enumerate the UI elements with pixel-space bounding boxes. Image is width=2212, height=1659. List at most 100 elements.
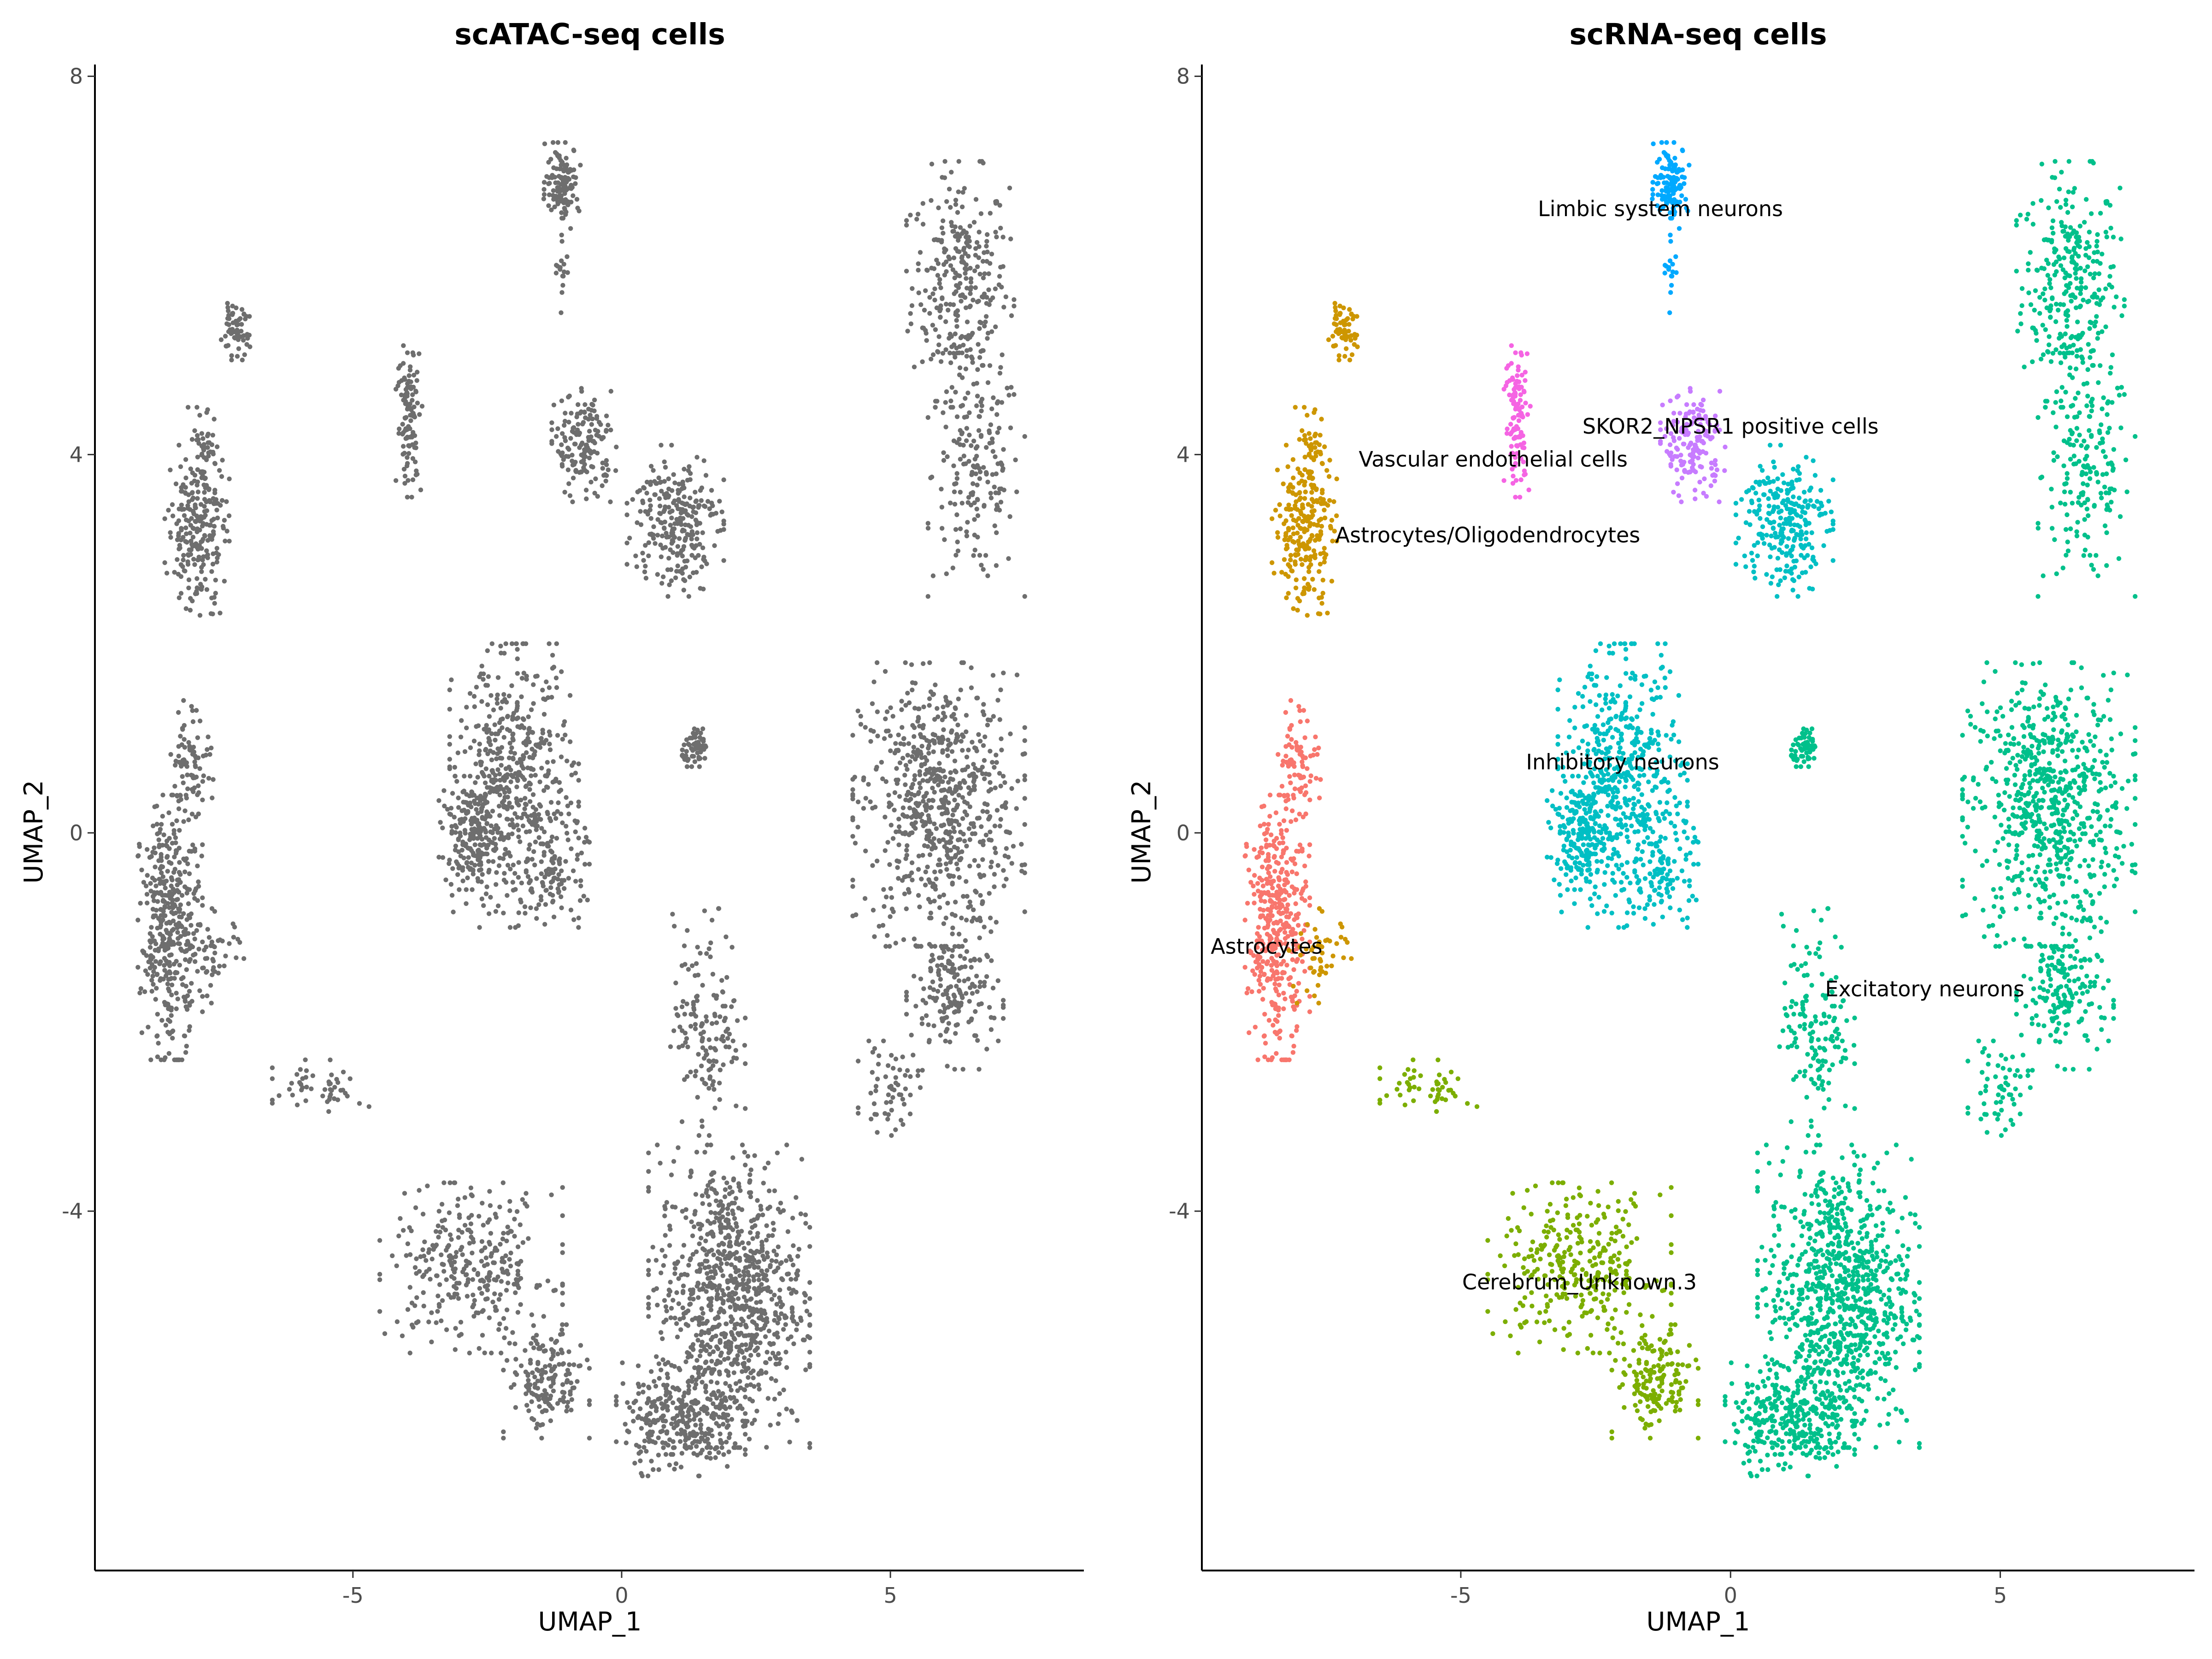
scatac-cell-point [930, 785, 935, 791]
scatac-cell-point [512, 1370, 518, 1375]
scatac-cell-point [735, 1235, 740, 1241]
scatac-cell-point [177, 941, 182, 947]
scatac-cell-point [699, 1430, 704, 1435]
scatac-cell-point [606, 423, 611, 428]
scatac-cell-point [921, 986, 926, 991]
scatac-cell-point [927, 852, 933, 857]
scatac-cell-point [718, 1296, 724, 1301]
scatac-cell-point [560, 820, 565, 825]
scatac-cell-point [444, 1247, 449, 1253]
scatac-cell-point [787, 1286, 792, 1291]
scatac-cell-point [1012, 303, 1017, 309]
scatac-cell-point [556, 449, 561, 454]
scatac-cell-point [479, 1248, 484, 1253]
scatac-cell-point [711, 1079, 716, 1084]
scatac-cell-point [515, 1269, 521, 1274]
scatac-cell-point [165, 901, 171, 906]
scatac-cell-point [941, 262, 947, 267]
scatac-cell-point [153, 883, 159, 888]
scatac-cell-point [518, 1276, 524, 1281]
scatac-cell-point [723, 1344, 728, 1349]
scatac-cell-point [454, 1292, 459, 1297]
scatac-cell-point [963, 305, 969, 310]
scatac-cell-point [196, 554, 201, 560]
scatac-cell-point [954, 414, 960, 419]
scatac-cell-point [919, 1016, 925, 1021]
scatac-cell-point [544, 679, 549, 684]
scatac-cell-point [535, 1341, 540, 1347]
scatac-cell-point [912, 773, 918, 778]
scatac-cell-point [982, 324, 987, 329]
scatac-cell-point [706, 946, 712, 951]
scatac-cell-point [417, 412, 422, 417]
scatac-cell-point [575, 206, 580, 211]
scatac-cell-point [568, 167, 573, 172]
scatac-cell-point [614, 1402, 619, 1407]
scatac-cell-point [209, 569, 214, 574]
scatac-cell-point [746, 1365, 751, 1371]
scatac-cell-point [964, 843, 969, 849]
scatac-cell-point [512, 1382, 517, 1387]
scatac-cell-point [968, 280, 974, 285]
scatac-cell-point [227, 539, 232, 544]
scatac-cell-point [961, 342, 966, 347]
scatac-cell-point [715, 1380, 720, 1385]
scatac-cell-point [216, 938, 221, 943]
scatac-cell-point [536, 1346, 541, 1351]
scatac-cell-point [1012, 297, 1017, 302]
scatac-cell-point [159, 913, 164, 918]
scatac-cell-point [802, 1291, 807, 1296]
scatac-cell-point [730, 1212, 736, 1217]
scatac-cell-point [770, 1233, 775, 1238]
scatac-cell-point [713, 1455, 718, 1460]
scatac-cell-point [964, 426, 969, 431]
scatac-cell-point [740, 1342, 745, 1347]
scatac-cell-point [938, 306, 943, 312]
scatac-cell-point [998, 783, 1003, 788]
scatac-cell-point [183, 1050, 188, 1055]
scatac-cell-point [195, 735, 200, 741]
scatac-cell-point [647, 1429, 653, 1435]
scatac-cell-point [167, 1019, 172, 1024]
scatac-cell-point [782, 1313, 788, 1318]
scatac-cell-point [564, 1408, 569, 1414]
scatac-cell-point [223, 334, 228, 339]
scatac-cell-point [470, 1250, 475, 1256]
scatac-cell-point [744, 1298, 749, 1303]
scatac-cell-point [875, 859, 880, 864]
scatac-cell-point [945, 700, 950, 705]
scatac-cell-point [774, 1252, 779, 1258]
scatac-cell-point [543, 1364, 548, 1369]
scatac-cell-point [692, 1439, 697, 1444]
scatac-cell-point [170, 1035, 175, 1041]
scatac-cell-point [425, 1183, 430, 1188]
scatac-cell-point [304, 1068, 309, 1073]
scatac-cell-point [944, 853, 950, 858]
scatac-cell-point [635, 1415, 640, 1420]
scatac-cell-point [571, 461, 577, 466]
scatac-cell-point [760, 1212, 765, 1218]
scatac-cell-point [471, 1302, 477, 1307]
scatac-cell-point [969, 443, 974, 448]
scatac-cell-point [939, 823, 944, 828]
scatac-cell-point [200, 842, 205, 847]
scatac-cell-point [694, 1249, 699, 1254]
scatac-cell-point [482, 1245, 488, 1250]
scatac-cell-point [200, 436, 206, 441]
scatac-cell-point [950, 912, 955, 917]
scatac-cell-point [405, 1241, 411, 1247]
scatac-cell-point [705, 1436, 710, 1441]
scatac-cell-point [565, 1378, 570, 1383]
scatac-cell-point [184, 1043, 189, 1049]
scatac-cell-point [212, 969, 218, 974]
scatac-cell-point [226, 316, 232, 321]
scatac-cell-point [559, 290, 565, 295]
scatac-cell-point [1000, 235, 1006, 240]
scatac-cell-point [457, 1212, 462, 1218]
scatac-cell-point [708, 1300, 713, 1305]
scatac-cell-point [799, 1157, 805, 1162]
scatac-cell-point [447, 757, 452, 762]
scatac-cell-point [406, 478, 411, 483]
scatac-cell-point [192, 896, 197, 901]
scatac-cell-point [565, 830, 570, 836]
